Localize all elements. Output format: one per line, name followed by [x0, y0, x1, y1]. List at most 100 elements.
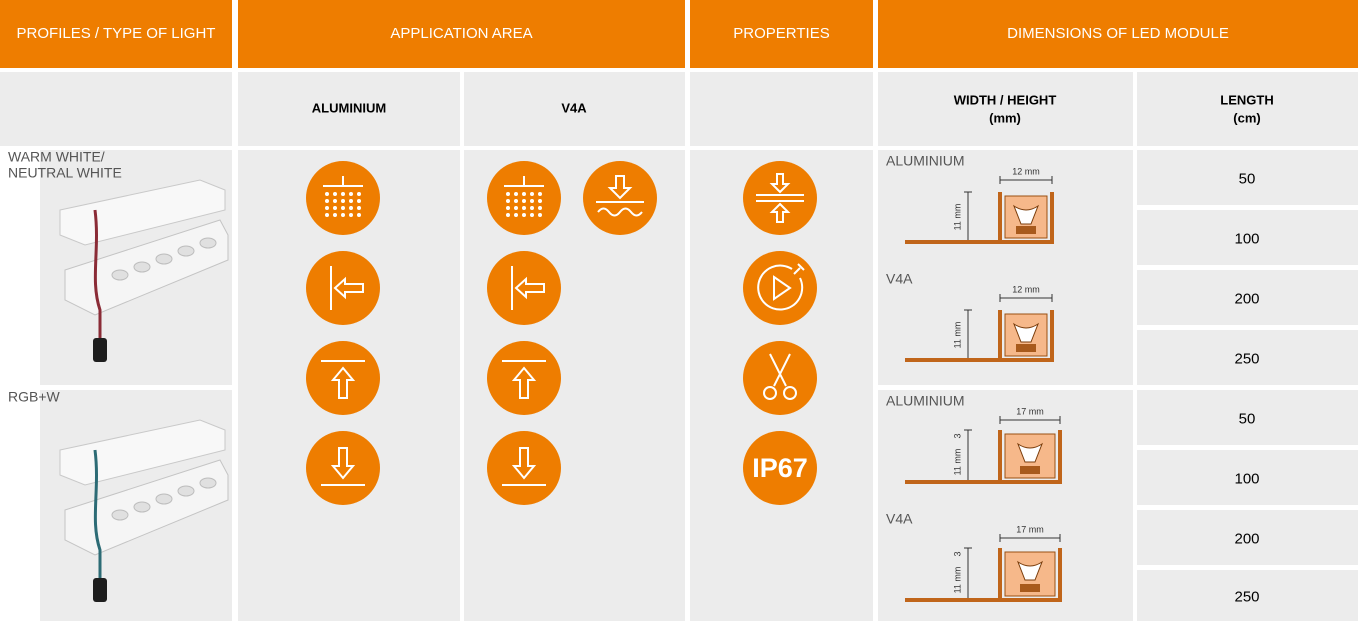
icon-circle [306, 161, 380, 235]
icon-dot [514, 206, 518, 210]
dimension-width: 17 mm [1016, 406, 1044, 416]
icon-stroke [769, 202, 791, 223]
length-cell [1137, 390, 1358, 445]
length-value: 200 [1234, 530, 1259, 547]
led-chip [1016, 344, 1036, 352]
icon-circle [306, 251, 380, 325]
subheader-cell [238, 72, 460, 146]
icon-stroke [597, 207, 643, 217]
icon-dot [538, 213, 542, 217]
length-cell [1137, 150, 1358, 205]
header-cell [0, 0, 232, 68]
profile-hole [155, 253, 173, 265]
led-chip [1020, 466, 1040, 474]
icon-dot [341, 192, 345, 196]
connector [93, 578, 107, 602]
subheader-label: V4A [561, 100, 587, 115]
subheader-cell [0, 72, 232, 146]
icon-stroke [514, 276, 545, 300]
length-cell [1137, 270, 1358, 325]
header-label: APPLICATION AREA [390, 25, 532, 42]
dimension-height: 11 mm [952, 322, 962, 349]
icon-stroke [330, 366, 356, 399]
length-value: 50 [1239, 410, 1256, 427]
icon-dot [357, 213, 361, 217]
product-image [59, 179, 229, 362]
icon-dot [506, 213, 510, 217]
profile-hole [111, 269, 129, 281]
icon-circle [743, 341, 817, 415]
icon-play [743, 251, 817, 325]
length-cell [1137, 210, 1358, 265]
length-cell [1137, 570, 1358, 621]
icon-dot [357, 192, 361, 196]
length-value: 250 [1234, 588, 1259, 605]
icon-dot [341, 206, 345, 210]
icon-stroke [333, 276, 364, 300]
icon-wall [487, 251, 561, 325]
icon-stroke [793, 263, 805, 275]
product-image [59, 419, 229, 602]
profile-hole [177, 485, 195, 497]
profile-shape [59, 419, 226, 486]
icon-stroke [783, 386, 797, 400]
cable [93, 449, 102, 580]
icon-dot [325, 206, 329, 210]
product-name: RGB+W [8, 389, 61, 405]
dimension-top: 3 [952, 433, 962, 438]
connector [93, 338, 107, 362]
icon-dot [333, 213, 337, 217]
icon-dot [341, 199, 345, 203]
icon-stroke [763, 386, 777, 400]
cable [93, 209, 102, 340]
profile-hole [199, 237, 217, 249]
length-value: 100 [1234, 470, 1259, 487]
profile-hole [111, 509, 129, 521]
icon-dot [333, 206, 337, 210]
icon-shower [487, 161, 561, 235]
icon-circle [487, 251, 561, 325]
profile-material: ALUMINIUM [886, 153, 965, 169]
icon-dot [341, 213, 345, 217]
icon-dot [349, 192, 353, 196]
header-label: PROPERTIES [733, 25, 829, 42]
header-label: PROFILES / TYPE OF LIGHT [17, 25, 216, 42]
subheader-label: ALUMINIUM [312, 100, 386, 115]
profile-hole [155, 493, 173, 505]
profile-material: V4A [886, 271, 913, 287]
length-value: 50 [1239, 170, 1256, 187]
icon-dot [349, 206, 353, 210]
dimension-width: 12 mm [1012, 166, 1040, 176]
icon-dot [325, 199, 329, 203]
icon-floor [487, 431, 561, 505]
subheader-cell [1137, 72, 1358, 146]
dimension-height: 11 mm [952, 567, 962, 594]
icon-wall [306, 251, 380, 325]
icon-circle [306, 431, 380, 505]
icon-dot [325, 192, 329, 196]
profile-outline [905, 548, 1062, 602]
icon-dot [506, 199, 510, 203]
icon-circle [306, 341, 380, 415]
icon-stroke [330, 447, 356, 480]
led-lens [1016, 442, 1044, 463]
icon-circle [487, 431, 561, 505]
icon-dot [514, 199, 518, 203]
icon-circle [743, 161, 817, 235]
icon-dot [538, 206, 542, 210]
dimension-width: 17 mm [1016, 524, 1044, 534]
icon-dot [349, 199, 353, 203]
icon-dot [522, 199, 526, 203]
length-cell [1137, 450, 1358, 505]
icon-stroke [757, 264, 804, 311]
dimension-width: 12 mm [1012, 284, 1040, 294]
led-lens [1016, 560, 1044, 581]
icon-dot [530, 199, 534, 203]
icon-dot [530, 213, 534, 217]
icon-ceiling [306, 341, 380, 415]
header-label: DIMENSIONS OF LED MODULE [1007, 25, 1229, 42]
profile-shape [59, 179, 226, 246]
profile-hole [133, 501, 151, 513]
